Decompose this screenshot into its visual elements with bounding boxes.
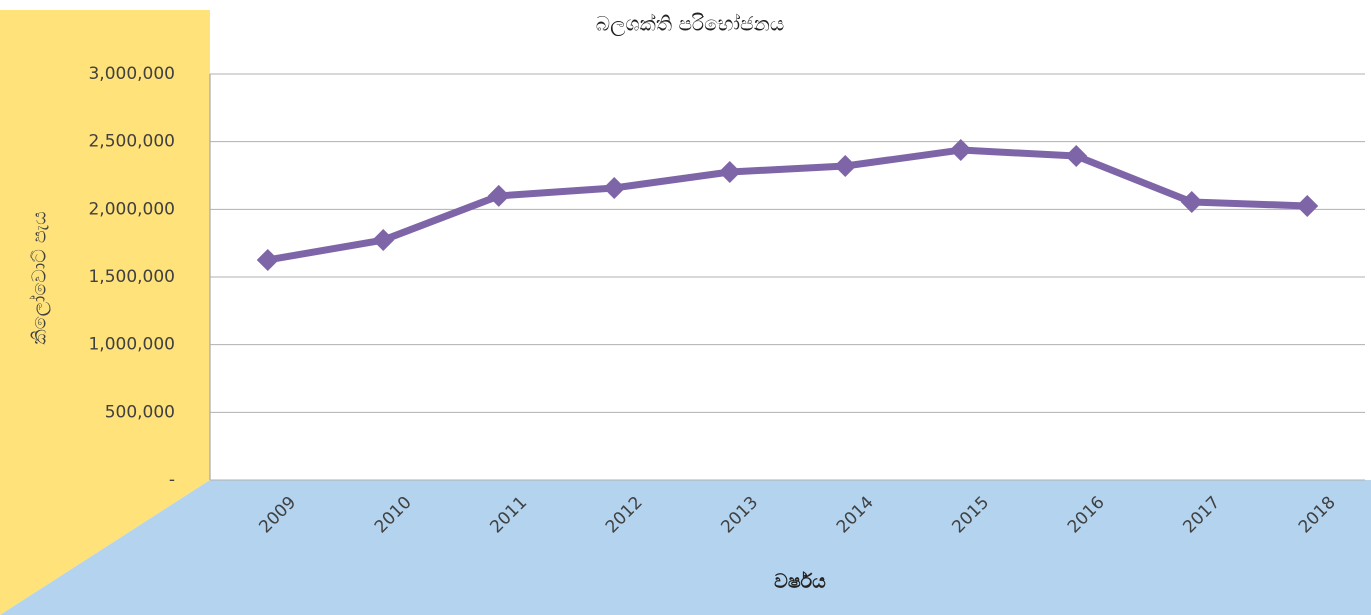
marker [1065,145,1088,168]
y-tick-label: 500,000 [105,402,175,422]
y-tick-label: 2,500,000 [88,132,175,152]
y-axis-label: කිලෝවොට් පැය [29,211,51,345]
marker [949,139,972,162]
y-tick-label: 2,000,000 [88,199,175,219]
marker [834,155,857,178]
marker [1296,194,1319,217]
chart-title: බලශක්ති පරිභෝජනය [596,12,784,37]
marker [256,248,279,271]
marker [603,176,626,199]
y-tick-label: 1,000,000 [88,335,175,355]
x-axis-label: වර්ෂය [774,571,826,593]
marker [1180,191,1203,214]
floor-panel [0,480,1371,615]
line [267,146,1308,264]
y-tick-label: - [169,470,175,490]
marker [372,229,395,252]
y-tick-label: 1,500,000 [88,267,175,287]
wall-panel [0,10,210,615]
marker [487,184,510,207]
y-tick-label: 3,000,000 [88,64,175,84]
marker [718,160,741,183]
